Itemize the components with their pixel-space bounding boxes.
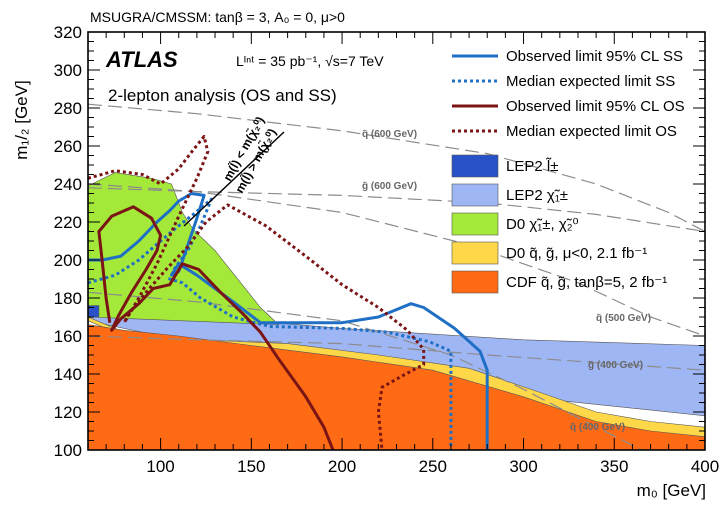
y-tick-label: 280 [54, 99, 82, 118]
y-tick-label: 260 [54, 137, 82, 156]
analysis-text: 2-lepton analysis (OS and SS) [108, 86, 337, 105]
region-lep2-slepton [88, 305, 100, 318]
legend-label: CDF q̃, g̃, tanβ=5, 2 fb⁻¹ [506, 274, 667, 291]
region-cdf [88, 324, 705, 450]
legend-label: LEP2 χ̃₁± [506, 187, 568, 204]
y-tick-label: 200 [54, 251, 82, 270]
lumi-text: Lᴵⁿᵗ = 35 pb⁻¹, √s=7 TeV [236, 53, 384, 69]
iso-mass-label: g̃ (400 GeV) [588, 360, 643, 371]
x-tick-label: 100 [146, 457, 174, 476]
y-tick-label: 320 [54, 23, 82, 42]
legend-label: LEP2 l̃± [506, 157, 558, 175]
x-tick-label: 300 [509, 457, 537, 476]
y-axis-label: m₁/₂ [GeV] [12, 80, 31, 159]
iso-mass-line [88, 335, 705, 371]
y-tick-label: 100 [54, 441, 82, 460]
y-tick-label: 300 [54, 61, 82, 80]
y-tick-label: 160 [54, 327, 82, 346]
legend-label: Median expected limit SS [506, 73, 675, 90]
legend-label: Observed limit 95% CL OS [506, 98, 685, 115]
series-observed-os [97, 205, 335, 450]
plot-frame [87, 31, 706, 451]
header-text: MSUGRA/CMSSM: tanβ = 3, A₀ = 0, μ>0 [90, 9, 345, 25]
iso-mass-label: q̃ (400 GeV) [570, 422, 625, 433]
y-tick-label: 240 [54, 175, 82, 194]
legend-label: Observed limit 95% CL SS [506, 48, 683, 65]
y-tick-label: 220 [54, 213, 82, 232]
y-tick-label: 120 [54, 403, 82, 422]
legend-label: Median expected limit OS [506, 123, 677, 140]
x-tick-label: 350 [600, 457, 628, 476]
x-tick-label: 250 [419, 457, 447, 476]
iso-mass-label: q̃ (600 GeV) [362, 129, 417, 140]
legend-swatch-lep2-chargino [451, 183, 499, 207]
legend-label: D0 q̃, g̃, μ<0, 2.1 fb⁻¹ [506, 245, 647, 262]
x-tick-label: 150 [237, 457, 265, 476]
legend-swatch-d0-chargino [451, 212, 499, 236]
iso-mass-label: g̃ (600 GeV) [362, 181, 417, 192]
series-expected-os [88, 135, 426, 450]
x-tick-label: 400 [691, 457, 719, 476]
legend-swatch-cdf [451, 270, 499, 294]
iso-mass-line [88, 103, 705, 233]
x-tick-label: 200 [328, 457, 356, 476]
legend-swatch-d0-squark [451, 241, 499, 265]
y-tick-label: 180 [54, 289, 82, 308]
y-tick-label: 140 [54, 365, 82, 384]
x-axis-label: m₀ [GeV] [637, 481, 706, 500]
legend-swatch-lep2-slepton [451, 154, 499, 178]
iso-mass-label: q̃ (500 GeV) [596, 313, 651, 324]
series-expected-ss [88, 197, 453, 450]
atlas-label: ATLAS [105, 47, 178, 72]
legend-label: D0 χ̃₁±, χ̃₂⁰ [506, 216, 579, 233]
kinematic-boundary-line [183, 131, 285, 227]
